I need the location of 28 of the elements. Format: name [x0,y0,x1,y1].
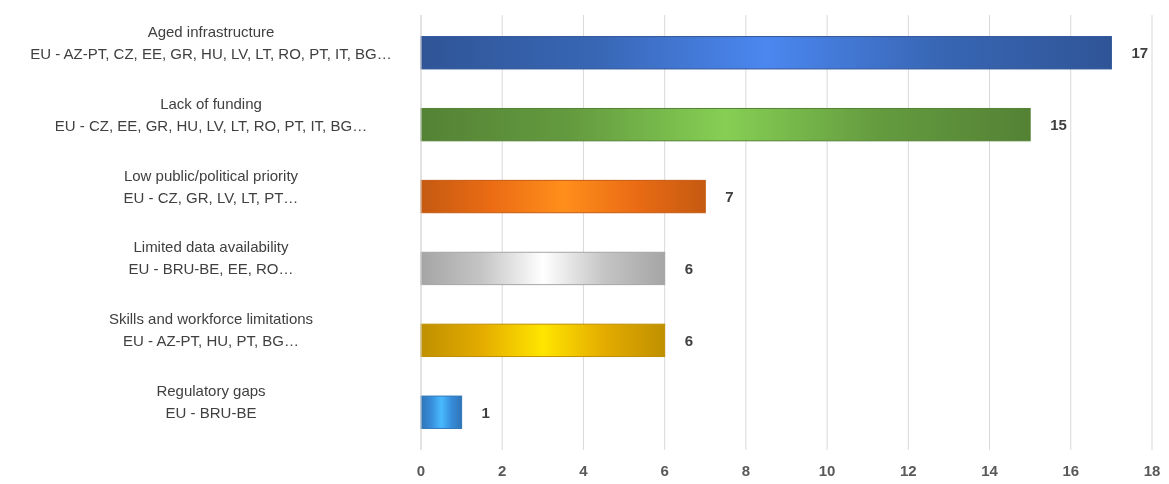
bar [420,251,666,286]
bar [420,395,463,429]
y-tick-label: Skills and workforce limitations EU - AZ-PT, HU, PT, BG… [108,310,314,350]
y-tick-label: Lack of funding EU - CZ, EE, GR, HU, LV, LT, RO, PT, IT, BG… [54,94,368,134]
bar [420,323,666,358]
x-tick-label: 8 [741,462,751,479]
data-label: 6 [684,259,694,277]
x-tick-label: 0 [416,462,426,479]
x-tick-label: 12 [899,462,917,479]
data-label: 1 [481,403,490,421]
x-tick-label: 18 [1143,462,1161,479]
x-tick-label: 4 [579,462,589,479]
y-tick-label: Low public/political priority EU - CZ, GR, LV, LT, PT… [123,166,299,206]
bar [420,36,1112,70]
bar [420,179,706,214]
x-tick-label: 16 [1062,462,1080,479]
x-tick-label: 14 [981,462,999,479]
x-tick-label: 2 [498,462,507,479]
y-tick-label: Aged infrastructure EU - AZ-PT, CZ, EE, GR, HU, LV, LT, RO, PT, IT, BG… [30,22,392,62]
data-label: 17 [1131,44,1149,61]
bar [420,107,1031,142]
data-label: 15 [1050,115,1067,133]
y-tick-label: Regulatory gaps EU - BRU-BE [156,382,266,422]
data-label: 6 [684,331,694,349]
x-tick-label: 10 [818,462,836,479]
y-tick-label: Limited data availability EU - BRU-BE, EE, RO… [128,238,294,278]
data-label: 7 [725,187,734,205]
x-tick-label: 6 [660,462,669,479]
